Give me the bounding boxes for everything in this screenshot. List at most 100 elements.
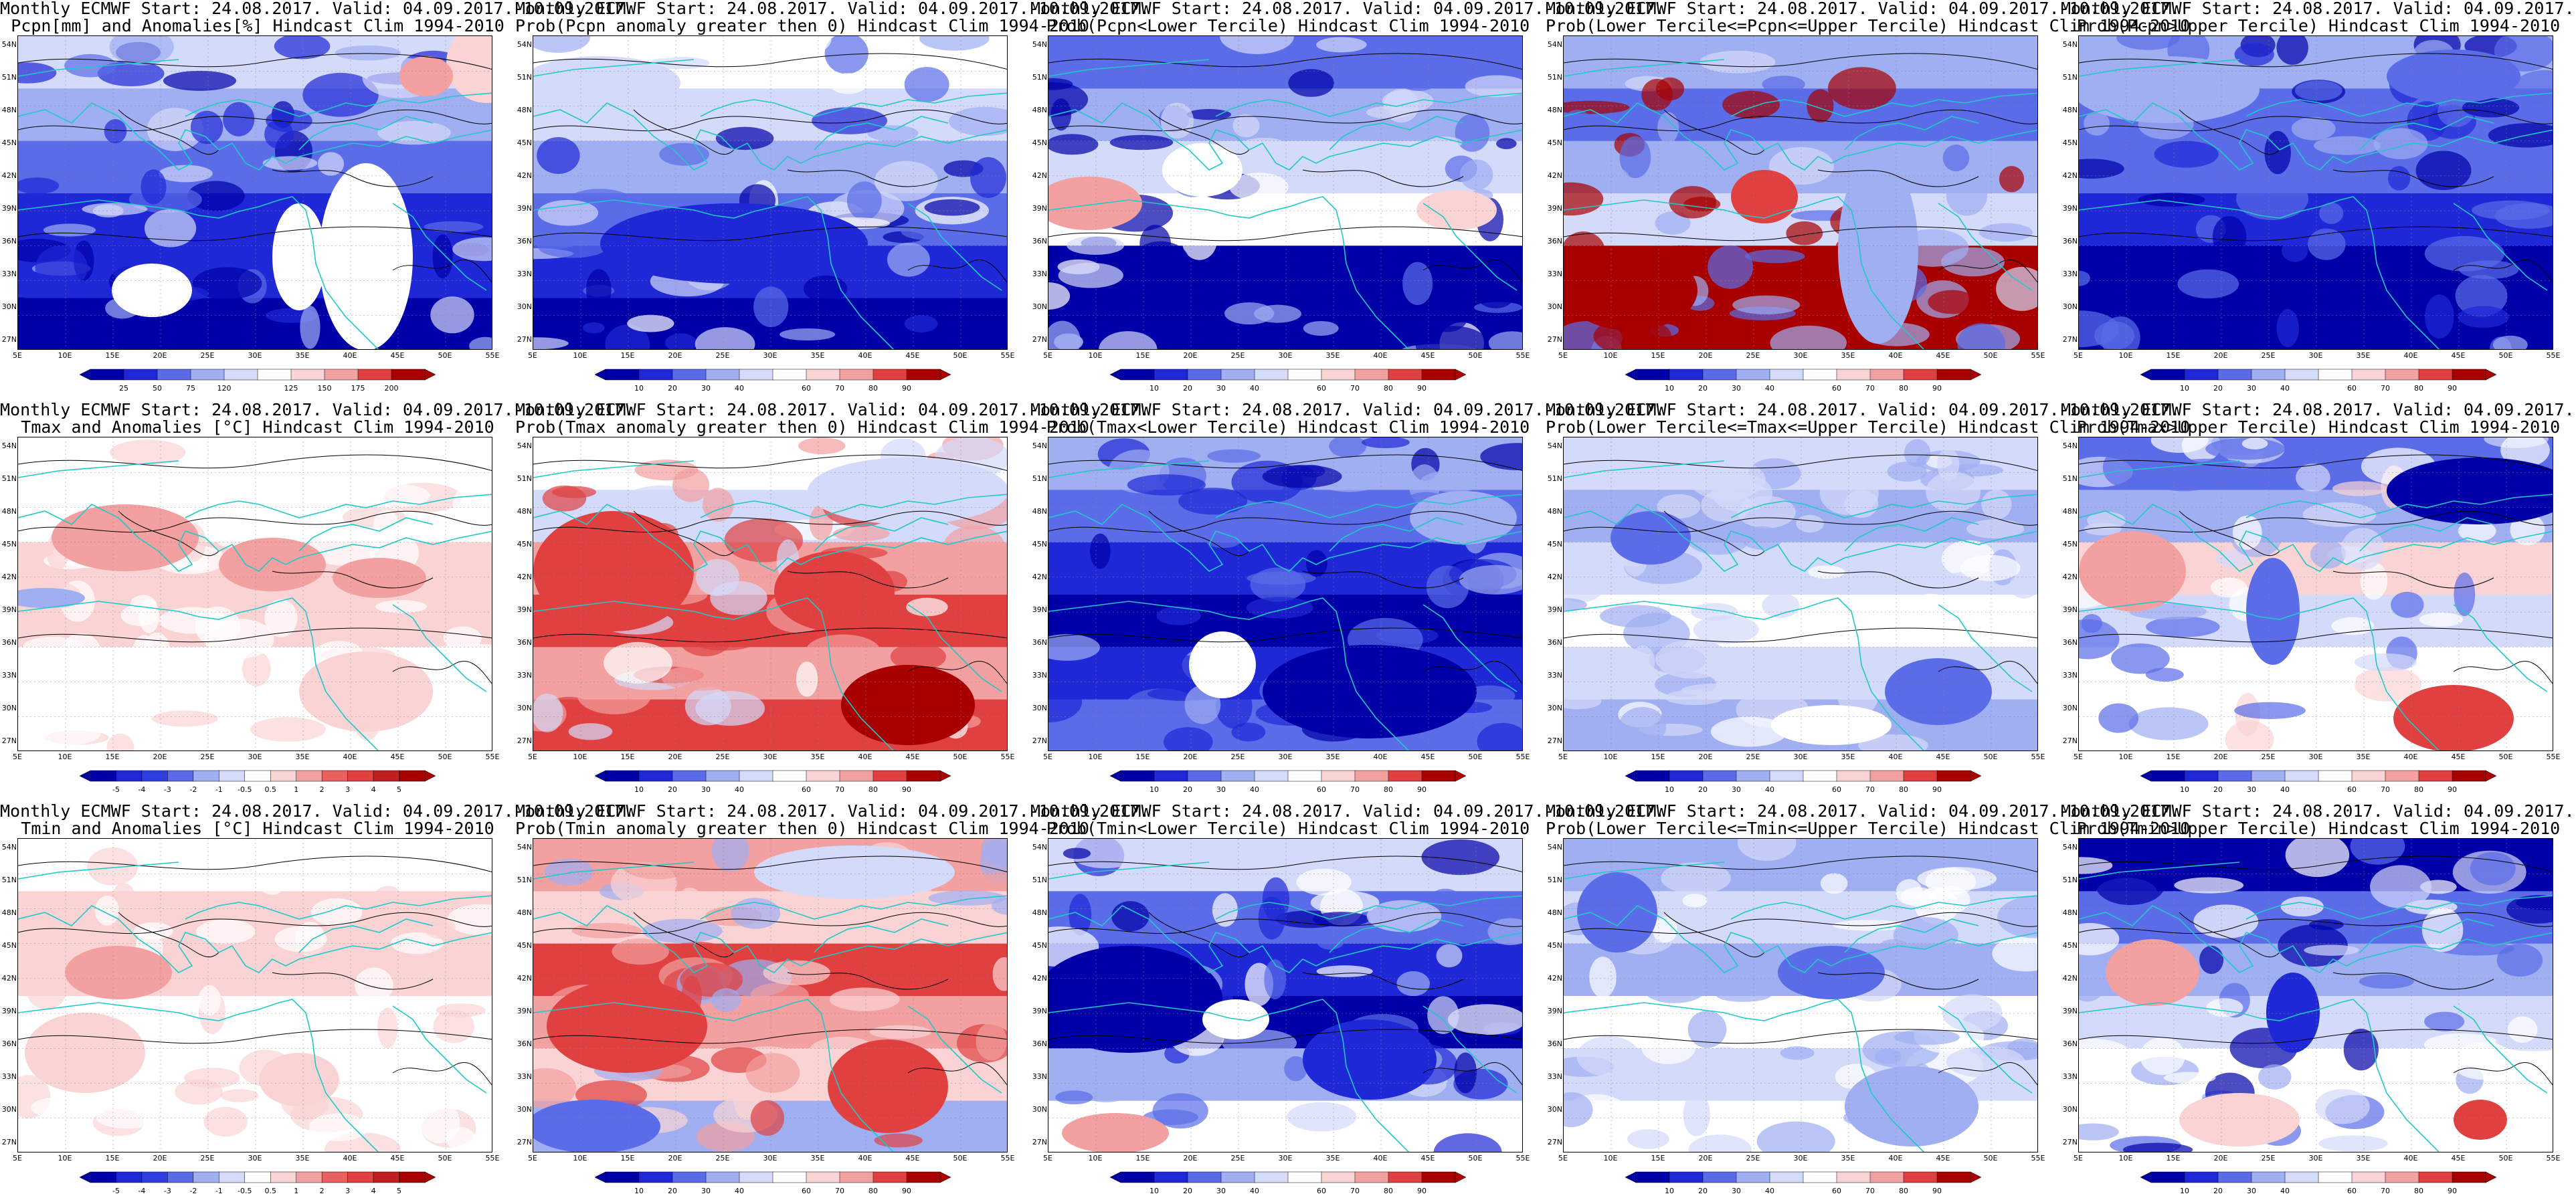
colorbar-swatch — [2217, 369, 2252, 381]
contour-line — [272, 972, 434, 990]
latitude-label: 39N — [2062, 204, 2078, 213]
latitude-label: 51N — [517, 876, 532, 884]
longitude-label: 50E — [953, 752, 968, 761]
longitude-label: 40E — [858, 351, 872, 360]
longitude-label: 50E — [1983, 1154, 1998, 1163]
field-patch — [586, 269, 612, 311]
coastline — [1938, 604, 2033, 692]
field-patch — [1069, 839, 1142, 869]
field-svg — [1048, 36, 1522, 349]
colorbar-label: -1 — [215, 1187, 223, 1195]
contour-line — [787, 169, 949, 187]
colorbar-label: 20 — [668, 1187, 677, 1195]
colorbar-label: 10 — [2180, 1187, 2189, 1195]
field-patch — [1460, 159, 1493, 191]
latitude-label: 30N — [1032, 1105, 1047, 1114]
coastline — [2359, 517, 2494, 552]
latitude-label: 42N — [1547, 573, 1562, 581]
longitude-label: 55E — [1515, 1154, 1530, 1163]
field-patch — [870, 1025, 932, 1039]
latitude-label: 39N — [1032, 605, 1047, 614]
contour-line — [633, 510, 735, 557]
coastline — [1564, 862, 1725, 880]
contour-line — [1817, 972, 1979, 990]
contour-line — [1564, 856, 2037, 872]
latitude-label: 54N — [517, 441, 532, 450]
colorbar-swatch — [2452, 770, 2486, 782]
contour-line — [118, 510, 219, 557]
longitude-label: 25E — [200, 752, 215, 761]
field-patch — [798, 437, 846, 455]
colorbar-label: 200 — [385, 384, 399, 393]
coastline — [1844, 517, 1979, 552]
colorbar-swatch — [2184, 770, 2219, 782]
longitude-label: 25E — [1746, 1154, 1760, 1163]
longitude-label: 20E — [668, 351, 682, 360]
field-patch — [867, 125, 919, 142]
coastline — [533, 504, 1007, 572]
field-patch — [2516, 896, 2553, 910]
colorbar-label: 75 — [186, 384, 195, 393]
longitude-label: 45E — [1420, 752, 1435, 761]
field-patch — [1246, 597, 1313, 619]
colorbar-right-arrow — [1970, 1171, 1982, 1183]
coastline — [2453, 1005, 2548, 1094]
colorbar-swatch — [1421, 770, 1456, 782]
field-patch — [2234, 43, 2274, 66]
field-patch — [2296, 464, 2330, 492]
field-patch — [43, 223, 96, 237]
colorbar-swatch — [2251, 1171, 2286, 1183]
field-patch — [377, 1007, 398, 1049]
field-patch — [1564, 182, 1604, 216]
field-band — [1048, 88, 1522, 142]
colorbar-label: 70 — [835, 1187, 844, 1195]
colorbar-label: 10 — [634, 384, 644, 393]
field-patch — [258, 871, 286, 895]
field-patch — [1303, 320, 1339, 336]
colorbar-label: 20 — [2213, 1187, 2223, 1195]
colorbar-label: 40 — [1250, 384, 1259, 393]
contour-line — [2332, 972, 2494, 990]
field-patch — [890, 643, 946, 671]
field-patch — [198, 985, 221, 1016]
field-patch — [703, 488, 734, 522]
colorbar-container: 10 20 30 40 60 70 80 90 — [1107, 769, 1469, 796]
forecast-map — [17, 437, 492, 751]
forecast-map — [2078, 437, 2553, 751]
field-patch — [1969, 1110, 2015, 1130]
field-patch — [1231, 722, 1266, 742]
panel-title-line1: Monthly ECMWF Start: 24.08.2017. Valid: … — [1546, 0, 2181, 18]
latitude-label: 51N — [2062, 73, 2078, 82]
coastline — [18, 460, 179, 478]
colorbar-label: 30 — [2247, 785, 2256, 794]
field-patch — [1287, 1102, 1357, 1132]
colorbar-label: 80 — [1384, 785, 1393, 794]
field-anomaly-region — [600, 203, 868, 284]
latitude-label: 27N — [1, 335, 17, 344]
colorbar-swatch — [2284, 1171, 2319, 1183]
field-patch — [1741, 526, 1783, 550]
colorbar-label: 20 — [668, 785, 677, 794]
colorbar-swatch — [296, 770, 323, 782]
coastline — [18, 504, 492, 572]
colorbar-label: 30 — [1216, 785, 1226, 794]
field-anomaly-region — [1263, 645, 1477, 738]
field-patch — [300, 306, 320, 349]
longitude-label: 25E — [715, 351, 730, 360]
field-patch — [803, 275, 848, 302]
forecast-panel: Monthly ECMWF Start: 24.08.2017. Valid: … — [0, 803, 634, 1204]
forecast-map — [1563, 838, 2038, 1152]
field-patch — [711, 988, 741, 1012]
field-anomaly-region — [52, 504, 199, 571]
colorbar-swatch — [2351, 1171, 2386, 1183]
field-patch — [335, 45, 401, 61]
field-anomaly-region — [319, 163, 413, 349]
colorbar-left-arrow — [79, 369, 91, 381]
field-patch — [390, 932, 444, 955]
panel-title-line1: Monthly ECMWF Start: 24.08.2017. Valid: … — [1030, 400, 1665, 419]
field-patch — [1762, 76, 1805, 93]
longitude-label: 55E — [1515, 351, 1530, 360]
field-patch — [1232, 114, 1260, 138]
colorbar-left-arrow — [2140, 369, 2152, 381]
field-anomaly-region — [841, 665, 975, 745]
